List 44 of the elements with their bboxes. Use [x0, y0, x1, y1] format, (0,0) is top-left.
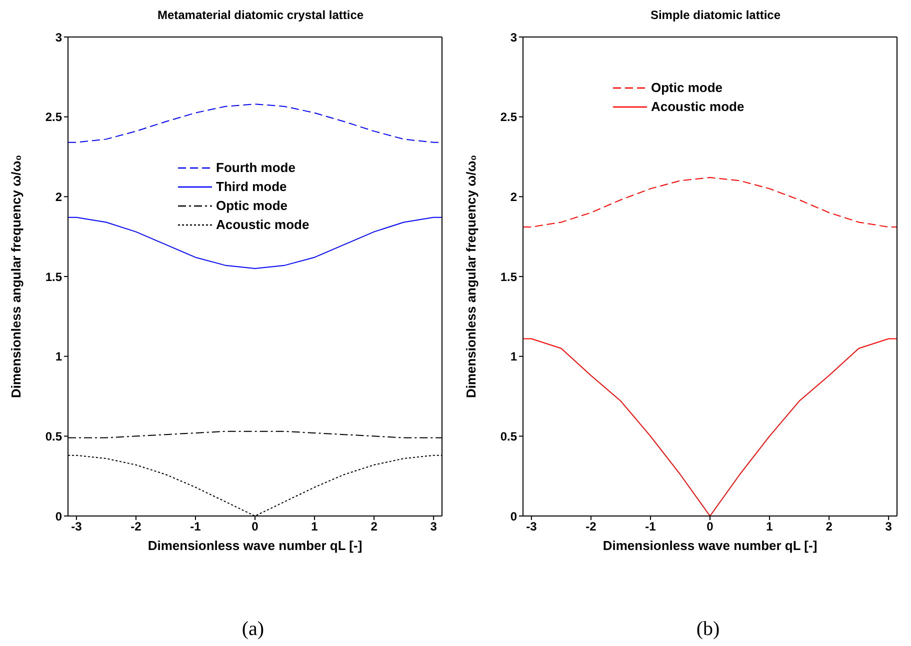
y-tick-label: 1.5 [500, 270, 518, 284]
x-tick-label: 1 [766, 520, 774, 534]
y-tick-label: 0.5 [45, 429, 62, 444]
x-tick-label: 2 [370, 520, 378, 534]
y-tick-label: 0 [55, 509, 62, 524]
text: (a) [240, 618, 266, 641]
x-tick-label: -1 [645, 520, 656, 534]
x-tick-label: 3 [430, 520, 438, 534]
x-tick-label: 3 [885, 520, 892, 534]
y-tick-label: 0.5 [500, 429, 518, 444]
line-series [68, 216, 442, 270]
y-tick-label: 2 [510, 190, 518, 204]
y-tick-label: 3 [510, 30, 518, 44]
x-tick-label: 1 [311, 520, 318, 534]
x-tick-label: 2 [826, 520, 833, 534]
legend-label: Fourth mode [216, 159, 296, 177]
y-axis-title: Dimensionless angular frequency ω/ω₀ [464, 154, 479, 398]
y-tick-label: 1 [510, 350, 518, 364]
x-tick-label: -2 [586, 520, 597, 534]
x-axis-title: Dimensionless wave number qL [-] [602, 538, 818, 553]
y-tick-label: 2.5 [500, 110, 518, 124]
y-tick-label: 2.5 [45, 110, 62, 124]
y-tick-label: 1.5 [45, 270, 62, 284]
legend-label: Acoustic mode [651, 98, 744, 116]
x-axis-title: Dimensionless wave number qL [-] [148, 538, 362, 553]
x-tick-label: -3 [526, 520, 538, 534]
y-axis-title: Dimensionless angular frequency ω/ω₀ [8, 154, 24, 398]
chart-title: Simple diatomic lattice [649, 8, 782, 24]
x-tick-label: -2 [130, 520, 142, 534]
chart-title: Metamaterial diatomic crystal lattice [156, 8, 365, 24]
y-tick-label: 0 [510, 509, 518, 524]
legend-label: Optic mode [216, 197, 288, 215]
legend-label: Third mode [216, 178, 287, 196]
y-tick-label: 2 [55, 190, 62, 204]
x-tick-label: 0 [706, 520, 714, 534]
x-tick-label: 0 [252, 520, 259, 534]
text: (b) [695, 618, 721, 641]
x-tick-label: -3 [71, 520, 82, 534]
y-tick-label: 3 [55, 30, 62, 44]
legend-label: Acoustic mode [216, 216, 310, 234]
legend-label: Optic mode [651, 79, 723, 97]
x-tick-label: -1 [190, 520, 202, 534]
y-tick-label: 1 [55, 350, 62, 364]
line-series [523, 177, 897, 228]
